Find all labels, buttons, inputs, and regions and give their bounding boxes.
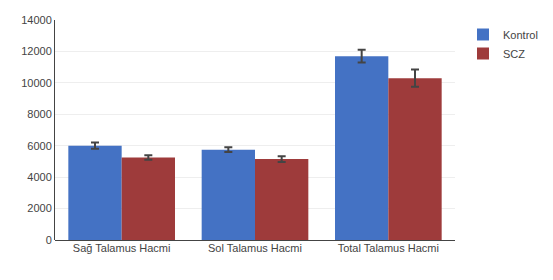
svg-text:Total Talamus Hacmi: Total Talamus Hacmi [338,242,439,254]
svg-text:4000: 4000 [27,171,51,183]
svg-text:14000: 14000 [21,14,52,26]
svg-text:10000: 10000 [21,77,52,89]
svg-text:8000: 8000 [27,108,51,120]
svg-text:6000: 6000 [27,140,51,152]
svg-text:Sol Talamus Hacmi: Sol Talamus Hacmi [208,242,302,254]
svg-text:2000: 2000 [27,202,51,214]
svg-text:Sağ Talamus Hacmi: Sağ Talamus Hacmi [73,242,171,254]
svg-text:SCZ: SCZ [503,48,525,60]
svg-text:12000: 12000 [21,45,52,57]
svg-text:0: 0 [46,234,52,246]
svg-text:Kontrol: Kontrol [503,29,538,41]
